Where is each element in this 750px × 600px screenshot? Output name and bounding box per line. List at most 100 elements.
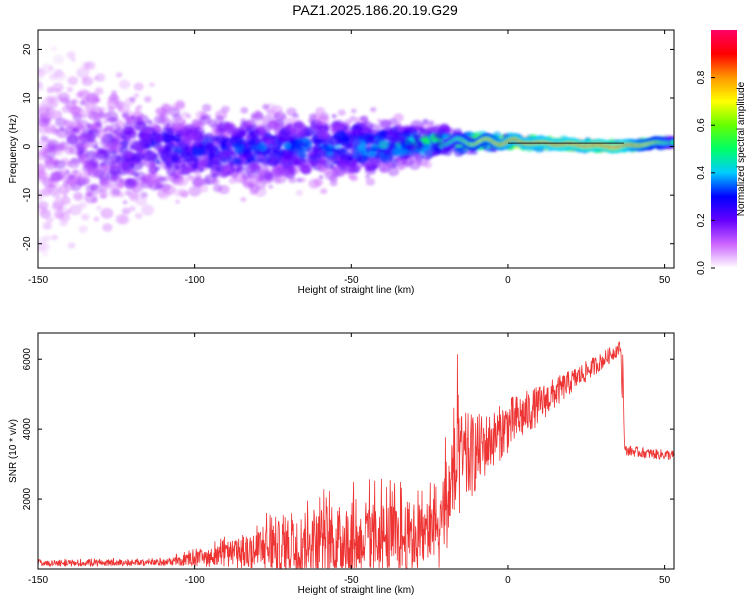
heatmap-cell <box>348 163 361 174</box>
heatmap-cell <box>293 138 304 147</box>
snr-series-line <box>38 341 674 569</box>
heatmap-cell <box>134 212 143 219</box>
heatmap-cell <box>268 120 281 131</box>
heatmap-cell <box>84 61 96 70</box>
heatmap-cell <box>344 119 352 126</box>
heatmap-cell <box>248 161 260 172</box>
heatmap-cell <box>52 82 64 93</box>
heatmap-cell <box>68 158 80 169</box>
heatmap-cell <box>94 87 104 95</box>
heatmap-cell <box>81 213 90 221</box>
heatmap-cell <box>134 121 147 132</box>
heatmap-cell <box>38 171 47 180</box>
heatmap-cell <box>70 57 76 63</box>
heatmap-cell <box>268 184 274 189</box>
heatmap-cell <box>211 178 220 185</box>
heatmap-cell <box>322 166 333 175</box>
heatmap-cell <box>51 234 59 241</box>
heatmap-cell <box>228 177 237 184</box>
heatmap-cell <box>360 115 369 122</box>
heatmap-cell <box>329 179 338 187</box>
heatmap-cell <box>86 92 99 103</box>
heatmap-cell <box>124 190 131 196</box>
y-tick-label: -20 <box>22 236 33 251</box>
heatmap-cell <box>87 167 101 178</box>
heatmap-cell <box>127 130 138 140</box>
heatmap-cell <box>368 151 377 158</box>
heatmap-cell <box>292 113 299 119</box>
colorbar-label: Normalized spectral amplitude <box>736 81 747 216</box>
heatmap-cell <box>53 209 65 219</box>
heatmap-cell <box>327 144 334 150</box>
heatmap-cell <box>196 142 204 148</box>
heatmap-cell <box>175 199 181 204</box>
heatmap-cell <box>256 158 264 164</box>
heatmap-cell <box>400 139 414 150</box>
heatmap-cell <box>349 138 361 148</box>
heatmap-cell <box>42 117 52 125</box>
heatmap-cell <box>116 102 130 114</box>
colorbar-scale <box>711 30 737 268</box>
heatmap-cell <box>230 171 238 178</box>
heatmap-cell <box>54 71 67 82</box>
heatmap-cell <box>253 149 262 156</box>
heatmap-cell <box>386 131 399 142</box>
snr-y-axis-label: SNR (10 * v/v) <box>8 419 19 483</box>
heatmap-cell <box>133 142 145 152</box>
heatmap-cell <box>238 130 247 137</box>
heatmap-cell <box>414 125 420 130</box>
heatmap-cell <box>247 182 253 187</box>
heatmap-cell <box>424 149 433 157</box>
heatmap-cell <box>64 169 70 175</box>
heatmap-cell <box>209 163 216 169</box>
heatmap-cell <box>274 168 285 178</box>
x-tick-label: 50 <box>659 575 671 586</box>
heatmap-cell <box>395 121 402 127</box>
heatmap-cell <box>52 200 64 210</box>
heatmap-cell <box>66 51 76 59</box>
heatmap-cell <box>148 82 155 88</box>
heatmap-blobs <box>38 46 674 257</box>
heatmap-cell <box>165 122 171 127</box>
heatmap-cell <box>306 159 318 168</box>
heatmap-cell <box>78 172 90 182</box>
heatmap-cell <box>339 154 347 160</box>
heatmap-cell <box>241 171 251 180</box>
heatmap-cell <box>125 116 135 123</box>
heatmap-cell <box>218 184 230 195</box>
x-tick-label: -50 <box>344 275 359 286</box>
heatmap-cell <box>199 115 211 125</box>
heatmap-cell <box>59 126 65 132</box>
heatmap-cell <box>329 135 342 146</box>
heatmap-cell <box>350 175 358 182</box>
spectrogram-x-axis-label: Height of straight line (km) <box>298 285 415 296</box>
heatmap-cell <box>95 121 103 128</box>
heatmap-cell <box>407 127 417 136</box>
heatmap-cell <box>189 161 196 166</box>
heatmap-cell <box>41 63 54 74</box>
heatmap-cell <box>89 183 99 191</box>
heatmap-cell <box>318 175 324 179</box>
heatmap-cell <box>361 120 374 131</box>
heatmap-cell <box>63 119 73 128</box>
spectrogram-frame <box>37 29 675 269</box>
heatmap-cell <box>142 180 149 186</box>
colorbar-tick-label: 0.0 <box>696 261 707 275</box>
y-tick-label: 6000 <box>22 348 33 371</box>
heatmap-cell <box>210 168 217 174</box>
spectrogram-heatmap <box>38 46 674 257</box>
colorbar-tick-label: 0.6 <box>696 118 707 132</box>
heatmap-cell <box>424 127 433 134</box>
heatmap-cell <box>155 107 164 115</box>
heatmap-cell <box>292 148 299 154</box>
heatmap-cell <box>295 189 303 196</box>
heatmap-cell <box>365 174 371 179</box>
heatmap-cell <box>98 191 109 199</box>
heatmap-cell <box>82 143 90 150</box>
heatmap-cell <box>75 91 84 98</box>
heatmap-cell <box>174 137 181 143</box>
heatmap-cell <box>95 205 102 211</box>
heatmap-cell <box>56 143 66 152</box>
heatmap-cell <box>122 112 129 119</box>
